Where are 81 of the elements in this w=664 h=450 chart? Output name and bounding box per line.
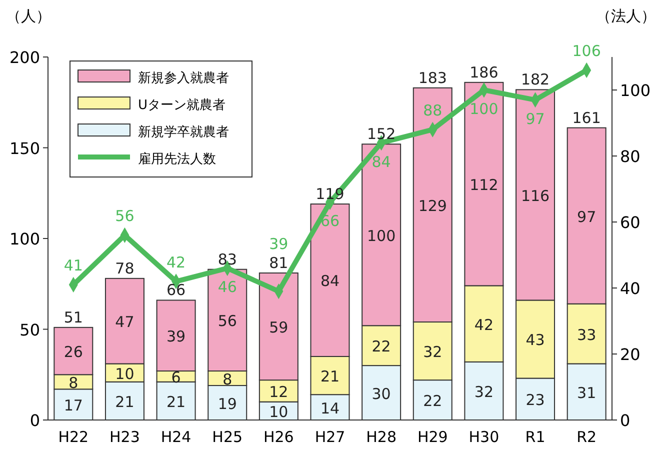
y2-tick-label: 0 [620, 411, 630, 430]
data-label: 12 [269, 382, 288, 401]
total-label: 81 [269, 254, 288, 272]
y2-axis-title: （法人） [596, 7, 656, 25]
x-tick-label: R1 [525, 428, 546, 446]
data-label: 32 [423, 343, 442, 362]
y-tick-label: 150 [9, 138, 40, 158]
total-label: 51 [64, 308, 83, 326]
y-tick-label: 0 [30, 411, 40, 430]
data-label: 19 [218, 394, 237, 413]
total-label: 83 [218, 250, 237, 268]
data-label: 88 [423, 102, 442, 120]
legend-label: 新規学卒就農者 [138, 125, 229, 140]
y2-tick-label: 100 [620, 81, 651, 100]
x-tick-label: H29 [417, 428, 448, 446]
x-tick-label: H25 [212, 428, 243, 446]
total-label: 78 [115, 259, 134, 278]
data-label: 10 [269, 402, 288, 421]
data-label: 47 [115, 313, 134, 332]
x-tick-label: H30 [468, 428, 500, 446]
x-tick-label: H26 [263, 428, 294, 446]
data-label: 56 [115, 207, 134, 226]
data-label: 33 [577, 326, 596, 344]
x-tick-label: H28 [366, 428, 397, 446]
total-label: 66 [166, 281, 186, 300]
data-label: 97 [577, 208, 596, 226]
data-label: 42 [166, 253, 186, 272]
y-tick-label: 200 [9, 48, 40, 67]
y-tick-label: 100 [9, 230, 40, 248]
data-label: 8 [68, 374, 78, 392]
total-label: 161 [572, 108, 601, 127]
x-tick-label: H23 [110, 428, 140, 446]
y2-tick-label: 60 [620, 213, 640, 232]
data-label: 26 [64, 343, 83, 362]
data-label: 30 [372, 384, 391, 403]
data-label: 21 [320, 368, 340, 386]
data-label: 100 [470, 100, 498, 118]
data-label: 21 [115, 392, 134, 411]
data-label: 100 [367, 226, 396, 245]
data-label: 41 [64, 256, 83, 275]
y2-tick-label: 80 [620, 147, 640, 166]
data-label: 8 [222, 370, 232, 388]
data-label: 32 [474, 382, 494, 401]
data-label: 31 [577, 384, 596, 402]
total-label: 182 [520, 70, 550, 89]
data-label: 23 [526, 391, 545, 410]
y-tick-label: 50 [20, 320, 40, 340]
data-label: 39 [269, 234, 288, 253]
x-tick-label: H27 [314, 428, 346, 446]
y2-tick-label: 20 [620, 345, 640, 364]
data-label: 39 [166, 328, 186, 346]
x-tick-label: R2 [576, 428, 597, 446]
data-label: 22 [372, 338, 391, 356]
data-label: 106 [572, 42, 601, 60]
legend-label: Uターン就農者 [138, 98, 226, 113]
y2-tick-label: 40 [620, 279, 640, 298]
data-label: 112 [470, 176, 498, 194]
x-tick-label: H22 [58, 428, 89, 446]
data-label: 46 [218, 278, 237, 296]
data-label: 14 [320, 399, 340, 418]
total-label: 183 [418, 68, 447, 87]
total-label: 186 [470, 63, 498, 82]
data-label: 10 [115, 364, 134, 383]
data-label: 116 [520, 186, 550, 205]
data-label: 84 [372, 152, 391, 171]
data-label: 17 [64, 396, 83, 415]
y-axis-title: （人） [6, 7, 51, 25]
data-label: 21 [166, 392, 186, 411]
data-label: 129 [418, 196, 447, 215]
data-label: 97 [526, 110, 545, 128]
legend-label: 新規参入就農者 [138, 71, 229, 86]
data-label: 59 [269, 318, 288, 337]
data-label: 42 [474, 316, 494, 334]
x-tick-label: H24 [160, 428, 192, 446]
data-label: 84 [320, 272, 340, 290]
data-label: 22 [423, 392, 442, 410]
data-label: 56 [218, 312, 237, 330]
data-label: 43 [526, 331, 545, 350]
data-label: 6 [171, 368, 181, 386]
legend-label: 雇用先法人数 [138, 151, 216, 167]
total-label: 152 [367, 125, 396, 144]
